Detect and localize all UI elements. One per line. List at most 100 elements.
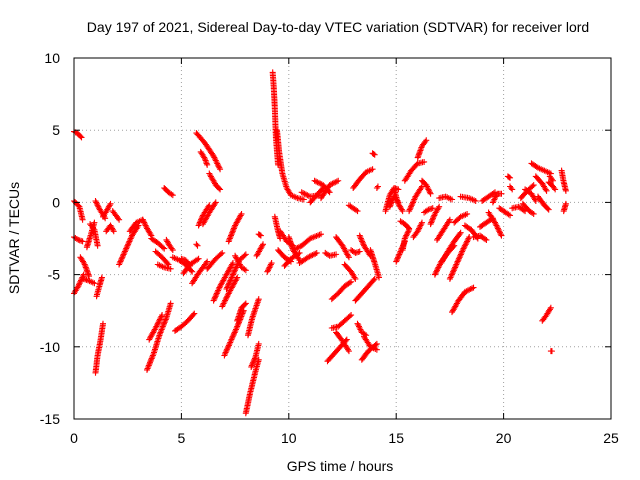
data-point-series [87, 221, 101, 249]
data-point-series [519, 200, 537, 217]
data-point-series [546, 173, 557, 184]
data-point-series [333, 329, 352, 355]
data-point-series [354, 320, 370, 339]
data-point-series [496, 205, 514, 219]
data-point-series [92, 320, 106, 376]
data-point-series [197, 148, 211, 168]
data-point-series [206, 170, 224, 193]
data-point-series [225, 210, 245, 245]
data-point-series [296, 249, 320, 266]
x-tick-label: 5 [178, 430, 186, 446]
data-point-series [470, 232, 490, 243]
x-tick-label: 25 [603, 430, 619, 446]
data-point-series [535, 193, 552, 213]
data-point-series [93, 274, 105, 300]
data-point-series [539, 304, 554, 324]
data-point-series [560, 200, 569, 215]
y-tick-label: -10 [40, 339, 60, 355]
data-point-series [324, 336, 350, 365]
data-point-series [100, 200, 114, 220]
data-point-series [199, 199, 219, 228]
data-point-series [109, 208, 123, 223]
data-point-series [71, 271, 87, 297]
data-point-series [318, 177, 342, 202]
data-point-series [341, 261, 359, 282]
data-point-series [307, 184, 327, 206]
data-point-series [126, 216, 146, 235]
data-point-series [154, 261, 174, 272]
data-point-series [71, 234, 86, 245]
data-point-series [397, 218, 413, 232]
data-point-series [438, 229, 464, 266]
data-point-series [139, 216, 155, 239]
data-point-series [361, 333, 380, 353]
axis-ticks [73, 57, 612, 420]
data-point-series [434, 216, 453, 243]
data-point-series [348, 247, 363, 256]
x-tick-label: 15 [388, 430, 404, 446]
data-point-series [451, 210, 471, 226]
data-point-series [509, 203, 529, 215]
data-point-series [163, 236, 176, 254]
data-point-series [507, 183, 516, 193]
data-point-series [401, 158, 428, 184]
data-point-series [369, 150, 378, 158]
data-point-series [71, 198, 86, 223]
y-tick-label: -15 [40, 411, 60, 427]
y-tick-labels: -15 -10 -5 0 5 10 [40, 50, 60, 427]
data-point-series [148, 235, 168, 252]
data-point-series [414, 137, 430, 161]
data-point-series [103, 222, 117, 235]
data-point-series [193, 241, 201, 249]
data-point-series [406, 183, 425, 215]
data-point-series [328, 312, 355, 331]
data-point-series [373, 183, 381, 191]
data-point-series [528, 160, 554, 177]
data-point-series [545, 179, 559, 193]
data-point-series [391, 186, 406, 215]
data-point-series [152, 248, 172, 268]
data-point-series [446, 234, 473, 282]
grid [74, 58, 611, 419]
data-point-series [219, 274, 241, 310]
data-point-series [204, 249, 226, 272]
data-point-series [144, 300, 174, 373]
data-point-series [427, 203, 443, 228]
data-point-series [255, 231, 264, 239]
plot-frame [73, 57, 612, 420]
y-axis-label: SDTVAR / TECUs [6, 182, 22, 294]
data-point-series [180, 255, 202, 277]
data-point-series [80, 275, 98, 287]
data-point-series [232, 252, 249, 274]
data-point-series [172, 310, 198, 334]
data-point-series [242, 356, 262, 417]
data-point-series [522, 186, 539, 204]
y-tick-label: 0 [52, 194, 60, 210]
x-tick-label: 20 [496, 430, 512, 446]
data-point-series [352, 275, 378, 304]
data-point-series [436, 193, 456, 203]
data-point-series [485, 209, 505, 239]
data-point-series [210, 260, 236, 304]
data-point-series [333, 234, 352, 261]
x-tick-label: 10 [281, 430, 297, 446]
x-axis-label: GPS time / hours [287, 458, 394, 474]
data-point-series [234, 300, 249, 324]
data-point-series [248, 340, 262, 370]
data-point-series [193, 130, 224, 173]
data-point-series [410, 219, 425, 241]
data-point-series [350, 166, 376, 191]
data-point-series [532, 173, 550, 194]
data-point-series [221, 307, 247, 359]
y-tick-label: 5 [52, 122, 60, 138]
data-point-series [290, 231, 325, 254]
data-point-series [189, 258, 211, 287]
data-point-series [161, 185, 176, 199]
data-point-series [558, 167, 569, 194]
y-tick-label: 10 [44, 50, 60, 66]
data-point-series [345, 202, 361, 215]
y-tick-label: -5 [48, 267, 61, 283]
data-point-series [489, 190, 505, 206]
data-point-series [195, 202, 213, 229]
chart-title: Day 197 of 2021, Sidereal Day-to-day VTE… [87, 19, 589, 35]
